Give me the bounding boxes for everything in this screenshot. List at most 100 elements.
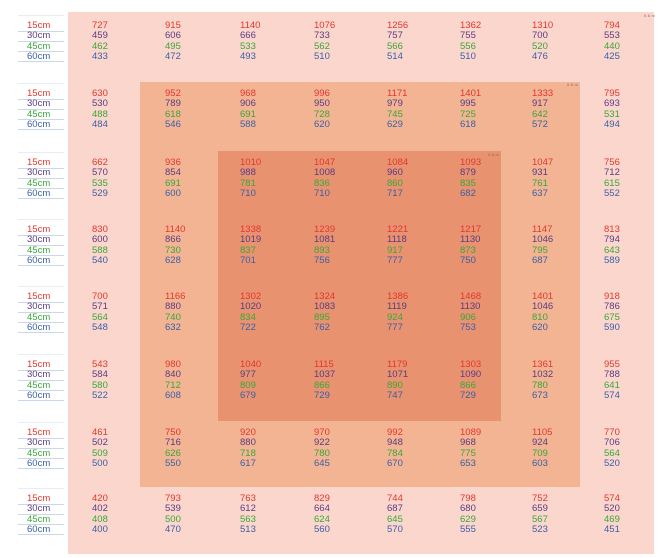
cell-value: 1324 bbox=[314, 291, 336, 302]
cell-value: 873 bbox=[460, 244, 476, 256]
cell-value: 484 bbox=[92, 118, 108, 130]
cell-value: 1362 bbox=[460, 20, 482, 31]
cell-value: 717 bbox=[387, 187, 403, 199]
cell-value: 1040 bbox=[240, 359, 262, 370]
depth-label: 15cm bbox=[27, 20, 51, 31]
cell-value: 567 bbox=[532, 513, 548, 525]
depth-label: 15cm bbox=[27, 427, 51, 438]
cell-value: 777 bbox=[387, 254, 403, 266]
cell-value: 1089 bbox=[460, 427, 482, 438]
cell-value: 747 bbox=[387, 389, 403, 401]
depth-label: 45cm bbox=[27, 108, 51, 120]
cell-value: 548 bbox=[92, 321, 108, 333]
cell-value: 780 bbox=[314, 447, 330, 459]
row-rule bbox=[18, 390, 64, 392]
row-rule bbox=[18, 188, 64, 190]
cell-value: 784 bbox=[387, 447, 403, 459]
cell-value: 709 bbox=[532, 447, 548, 459]
cell-value: 1084 bbox=[387, 157, 409, 168]
block-separator bbox=[18, 15, 64, 16]
cell-value: 553 bbox=[604, 30, 620, 42]
cell-value: 854 bbox=[165, 167, 181, 179]
cell-value: 564 bbox=[92, 311, 108, 323]
cell-value: 500 bbox=[165, 513, 181, 525]
cell-value: 798 bbox=[460, 493, 476, 504]
cell-value: 570 bbox=[387, 523, 403, 535]
cell-value: 992 bbox=[387, 427, 403, 438]
cell-value: 629 bbox=[460, 513, 476, 525]
depth-label: 30cm bbox=[27, 369, 51, 381]
block-separator bbox=[18, 488, 64, 489]
cell-value: 1046 bbox=[532, 234, 554, 246]
cell-value: 756 bbox=[314, 254, 330, 266]
cell-value: 829 bbox=[314, 493, 330, 504]
cell-value: 761 bbox=[532, 177, 548, 189]
depth-label: 30cm bbox=[27, 437, 51, 449]
cell-value: 789 bbox=[165, 98, 181, 110]
cell-value: 1047 bbox=[314, 157, 336, 168]
row-rule bbox=[18, 534, 64, 536]
cell-value: 617 bbox=[240, 457, 256, 469]
cell-value: 520 bbox=[532, 40, 548, 52]
cell-value: 540 bbox=[92, 254, 108, 266]
row-rule bbox=[18, 379, 64, 381]
depth-label: 60cm bbox=[27, 118, 51, 130]
cell-value: 546 bbox=[165, 118, 181, 130]
cell-value: 710 bbox=[240, 187, 256, 199]
cell-value: 1076 bbox=[314, 20, 336, 31]
cell-value: 988 bbox=[240, 167, 256, 179]
cell-value: 570 bbox=[92, 167, 108, 179]
cell-value: 641 bbox=[604, 379, 620, 391]
row-rule bbox=[18, 177, 64, 179]
cell-value: 451 bbox=[604, 523, 620, 535]
cell-value: 955 bbox=[604, 359, 620, 370]
cell-value: 968 bbox=[460, 437, 476, 449]
row-rule bbox=[18, 119, 64, 121]
depth-label: 15cm bbox=[27, 493, 51, 504]
row-rule bbox=[18, 301, 64, 303]
cell-value: 725 bbox=[460, 108, 476, 120]
depth-label: 30cm bbox=[27, 30, 51, 42]
cell-value: 502 bbox=[92, 437, 108, 449]
cell-value: 590 bbox=[604, 321, 620, 333]
cell-value: 550 bbox=[165, 457, 181, 469]
cell-value: 980 bbox=[165, 359, 181, 370]
cell-value: 794 bbox=[604, 20, 620, 31]
cell-value: 1302 bbox=[240, 291, 262, 302]
cell-value: 693 bbox=[604, 98, 620, 110]
cell-value: 1071 bbox=[387, 369, 409, 381]
cell-value: 495 bbox=[165, 40, 181, 52]
cell-value: 543 bbox=[92, 359, 108, 370]
row-rule bbox=[18, 167, 64, 169]
cell-value: 786 bbox=[604, 301, 620, 313]
row-rule bbox=[18, 129, 64, 131]
corner-tag-inner: 0.6 m bbox=[488, 152, 500, 157]
row-rule bbox=[18, 503, 64, 505]
cell-value: 629 bbox=[387, 118, 403, 130]
depth-label: 60cm bbox=[27, 457, 51, 469]
cell-value: 1166 bbox=[165, 291, 186, 302]
cell-value: 514 bbox=[387, 50, 403, 62]
cell-value: 584 bbox=[92, 369, 108, 381]
cell-value: 977 bbox=[240, 369, 256, 381]
cell-value: 834 bbox=[240, 311, 256, 323]
cell-value: 522 bbox=[92, 389, 108, 401]
cell-value: 948 bbox=[387, 437, 403, 449]
cell-value: 687 bbox=[387, 503, 403, 515]
cell-value: 813 bbox=[604, 224, 620, 235]
cell-value: 566 bbox=[387, 40, 403, 52]
cell-value: 866 bbox=[460, 379, 476, 391]
cell-value: 924 bbox=[387, 311, 403, 323]
cell-value: 539 bbox=[165, 503, 181, 515]
cell-value: 706 bbox=[604, 437, 620, 449]
row-rule bbox=[18, 468, 64, 470]
cell-value: 659 bbox=[532, 503, 548, 515]
cell-value: 809 bbox=[240, 379, 256, 391]
cell-value: 645 bbox=[387, 513, 403, 525]
cell-value: 1081 bbox=[314, 234, 336, 246]
depth-label: 30cm bbox=[27, 234, 51, 246]
depth-label-column: 15cm 30cm 45cm 60cm 15cm 30cm 45cm 60cm 15cm 30cm… bbox=[0, 0, 64, 558]
cell-value: 675 bbox=[604, 311, 620, 323]
cell-value: 917 bbox=[387, 244, 403, 256]
row-rule bbox=[18, 234, 64, 236]
